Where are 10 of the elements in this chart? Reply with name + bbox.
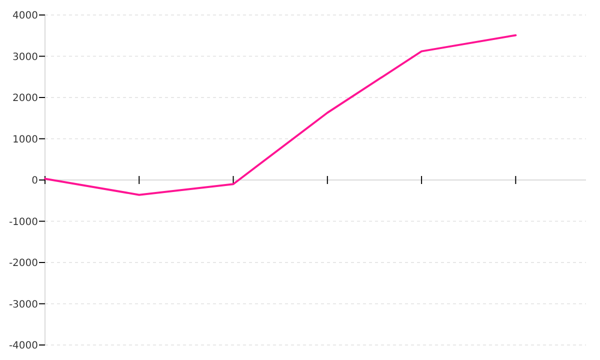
- y-tick-label: 1000: [12, 134, 38, 146]
- line-series: [44, 34, 517, 196]
- y-tick-label: 3000: [12, 52, 38, 63]
- y-tick-label: -1000: [8, 216, 38, 228]
- y-tick-label: -2000: [8, 258, 38, 269]
- y-tick-label: 4000: [12, 10, 38, 22]
- y-tick-label: -3000: [8, 299, 38, 310]
- y-tick-label: 2000: [12, 93, 38, 104]
- y-tick-label: 0: [32, 176, 38, 186]
- y-tick-label: -4000: [8, 340, 38, 352]
